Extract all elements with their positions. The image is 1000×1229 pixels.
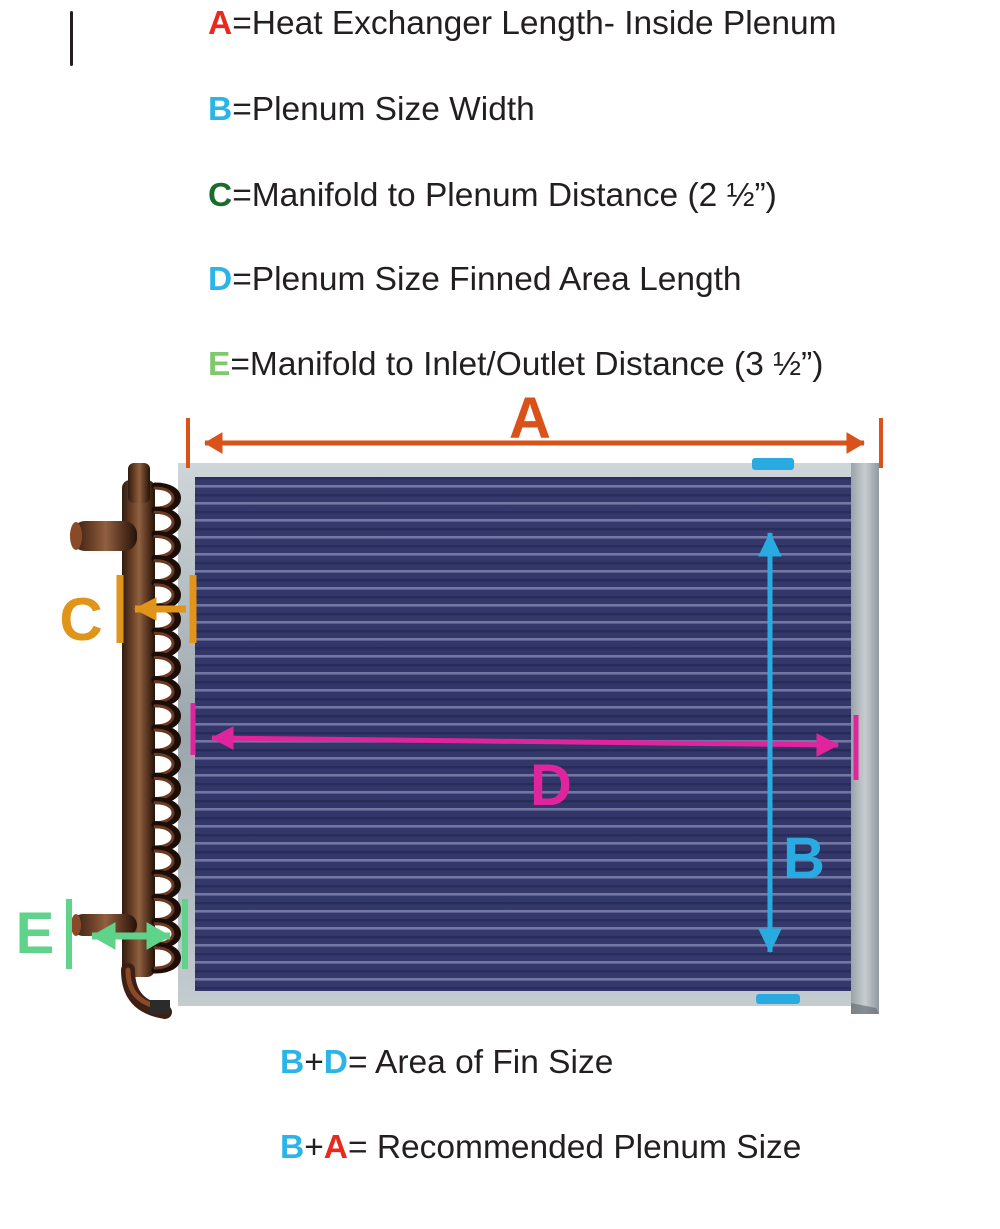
svg-text:D: D: [530, 753, 572, 818]
svg-text:E: E: [16, 901, 55, 966]
svg-text:A: A: [509, 386, 551, 451]
svg-text:B: B: [783, 826, 825, 891]
svg-text:C: C: [59, 586, 102, 653]
